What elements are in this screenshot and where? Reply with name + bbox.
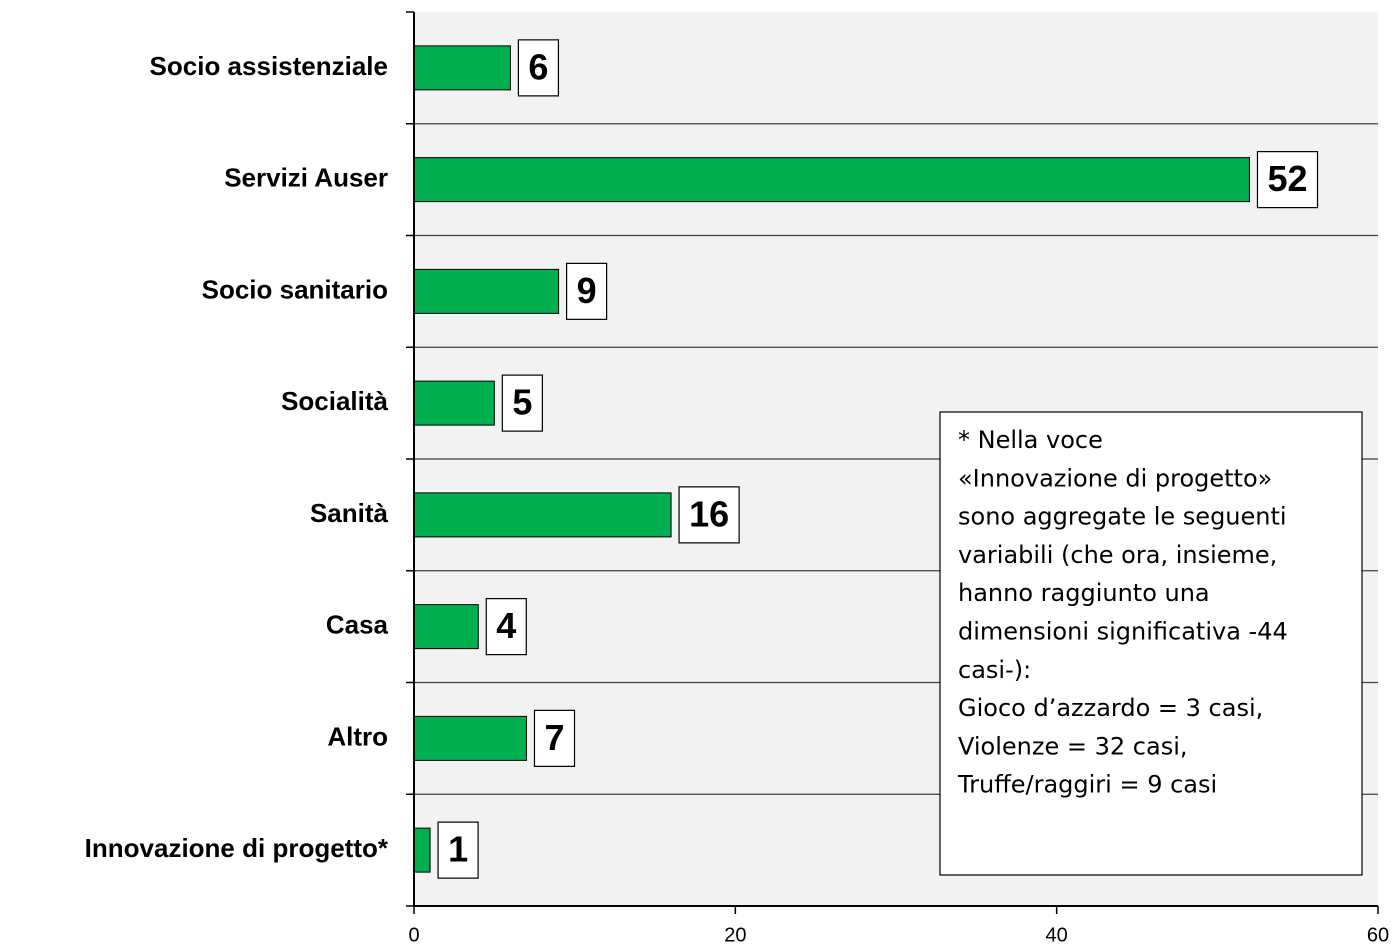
annotation-line: «Innovazione di progetto»	[958, 464, 1272, 492]
value-label: 6	[528, 46, 548, 87]
bar	[413, 45, 511, 91]
annotation-line: sono aggregate le seguenti	[958, 503, 1287, 531]
annotation-line: * Nella voce	[958, 426, 1103, 454]
x-tick-label: 60	[1367, 924, 1389, 946]
bar	[413, 492, 672, 538]
value-label-box	[501, 374, 543, 432]
value-label-box	[437, 821, 479, 879]
category-label: Casa	[326, 610, 389, 640]
annotation-line: Truffe/raggiri = 9 casi	[957, 771, 1217, 799]
x-tick-label: 20	[724, 924, 746, 946]
annotation-line: casi-):	[958, 656, 1031, 684]
value-label-box	[517, 39, 560, 97]
value-label-box	[1256, 151, 1319, 209]
value-label-box	[565, 262, 608, 320]
value-label: 5	[512, 382, 532, 423]
annotation-line: Gioco d’azzardo = 3 casi,	[958, 694, 1263, 722]
value-label: 7	[544, 717, 564, 758]
bar	[413, 268, 560, 314]
category-label: Socio sanitario	[202, 274, 388, 304]
value-label: 9	[577, 270, 597, 311]
annotation-line: variabili (che ora, insieme,	[958, 541, 1277, 569]
category-label: Sanità	[310, 498, 389, 528]
value-label: 52	[1267, 158, 1307, 199]
value-label: 16	[689, 493, 729, 534]
annotation-line: hanno raggiunto una	[958, 579, 1210, 607]
bar	[413, 157, 1250, 203]
bar	[413, 604, 479, 650]
value-label: 1	[448, 829, 468, 870]
bar	[413, 380, 495, 426]
category-label: Socialità	[281, 386, 388, 416]
bar	[413, 715, 527, 761]
value-label-box	[678, 486, 740, 544]
category-label: Socio assistenziale	[150, 51, 388, 81]
category-label: Servizi Auser	[224, 163, 388, 193]
annotation-box	[939, 411, 1363, 876]
value-label: 4	[496, 605, 516, 646]
x-tick-label: 0	[408, 924, 419, 946]
bar	[413, 827, 431, 873]
annotation-line: Violenze = 32 casi,	[958, 732, 1188, 760]
annotation-line: dimensioni significativa -44	[958, 618, 1288, 646]
x-tick-label: 40	[1046, 924, 1068, 946]
value-label-box	[533, 709, 576, 767]
category-label: Altro	[327, 721, 388, 751]
category-label: Innovazione di progetto*	[85, 833, 389, 863]
value-label-box	[485, 598, 527, 656]
